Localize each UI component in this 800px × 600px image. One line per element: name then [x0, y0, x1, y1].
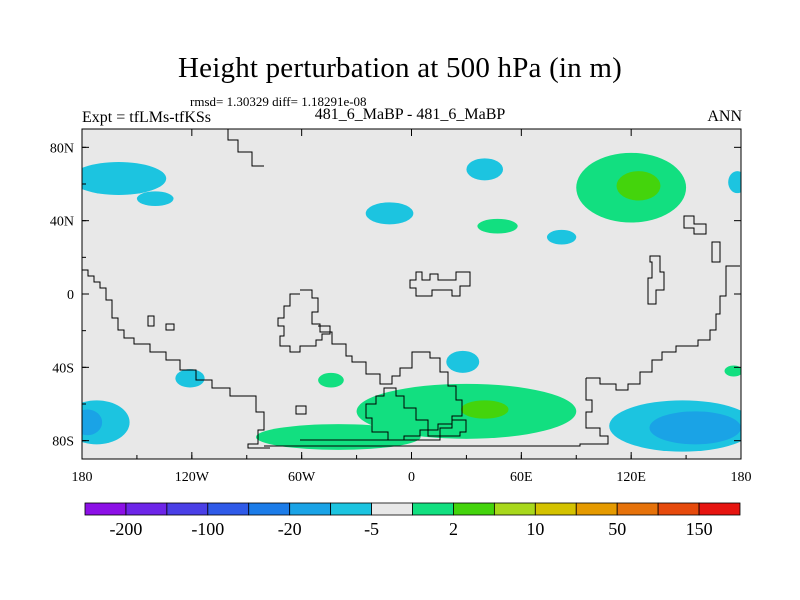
experiment-label: Expt = tfLMs-tfKSs: [82, 109, 212, 126]
x-tick-label: 120W: [175, 470, 210, 485]
contour-cyan-blob: [82, 162, 167, 195]
contour-blue-blob: [82, 409, 103, 436]
contour-green-blob: [477, 218, 518, 234]
coastline-europe-block: [277, 293, 331, 353]
y-tick-label: 0: [67, 288, 74, 303]
colorbar-swatch: [166, 502, 209, 516]
coastline-asia: [409, 271, 471, 297]
coastlines: [82, 129, 740, 449]
colorbar-swatch: [616, 502, 659, 516]
colorbar-swatch: [330, 502, 372, 516]
y-tick-label: 40S: [52, 361, 74, 376]
x-axis: 180 120W 60W 0 60E 120E 180: [72, 129, 752, 485]
y-tick-label: 80S: [52, 435, 74, 450]
coastline-greenland: [227, 129, 264, 167]
contour-green-blob: [318, 372, 344, 388]
colorbar-label: -200: [109, 519, 142, 539]
contour-cyan-blob: [175, 369, 205, 388]
colorbar-swatch: [125, 502, 168, 516]
colorbar-label: -100: [191, 519, 224, 539]
x-tick-label: 120E: [616, 470, 646, 485]
colorbar-swatch: [289, 502, 332, 516]
chart-title: Height perturbation at 500 hPa (in m): [178, 52, 622, 84]
y-axis: 80N 40N 0 40S 80S: [50, 141, 741, 450]
colorbar-swatch: [657, 502, 700, 516]
colorbar-swatch: [84, 502, 127, 516]
colorbar-swatch: [698, 502, 741, 516]
colorbar: -200 -100 -20 -5 2 10 50 150: [84, 502, 741, 539]
colorbar-swatch: [575, 502, 618, 516]
contour-deepgreen-blob: [616, 171, 661, 201]
contour-fills: [82, 152, 741, 452]
coastline-australia-south: [264, 378, 609, 447]
contour-cyan-blob: [136, 191, 174, 207]
colorbar-swatch: [207, 502, 250, 516]
contour-cyan-blob: [728, 171, 741, 194]
contour-cyan-blob: [546, 229, 577, 245]
stats-line: rmsd= 1.30329 diff= 1.18291e-08: [190, 94, 367, 109]
x-tick-label: 60E: [510, 470, 533, 485]
case-label: 481_6_MaBP - 481_6_MaBP: [314, 106, 506, 123]
colorbar-label: -5: [364, 519, 379, 539]
contour-green-blob: [724, 365, 741, 377]
y-tick-label: 80N: [50, 141, 74, 156]
contour-green-blob: [255, 424, 421, 450]
coastline-pacific-islands: [647, 215, 721, 305]
coastline-americas: [82, 269, 270, 449]
season-label: ANN: [707, 108, 742, 125]
colorbar-label: 50: [608, 519, 626, 539]
colorbar-label: 10: [526, 519, 544, 539]
colorbar-swatch: [493, 502, 536, 516]
x-tick-label: 180: [731, 470, 752, 485]
contour-cyan-blob: [466, 158, 504, 181]
x-tick-label: 0: [408, 470, 415, 485]
contour-cyan-blob: [446, 350, 480, 373]
contour-blue-blob: [649, 411, 741, 445]
x-tick-label: 60W: [288, 470, 316, 485]
coastline-australia: [586, 265, 740, 391]
x-tick-label: 180: [72, 470, 93, 485]
coastline-africa: [300, 289, 467, 441]
colorbar-label: -20: [278, 519, 302, 539]
colorbar-label: 150: [686, 519, 713, 539]
coastline-islands: [147, 315, 307, 415]
colorbar-label: 2: [449, 519, 458, 539]
colorbar-swatch: [371, 502, 413, 516]
colorbar-swatch: [534, 502, 577, 516]
colorbar-swatch: [453, 502, 495, 516]
y-tick-label: 40N: [50, 215, 74, 230]
contour-deepgreen-blob: [460, 400, 509, 419]
contour-cyan-blob: [365, 202, 414, 225]
colorbar-swatch: [412, 502, 454, 516]
colorbar-swatch: [248, 502, 291, 516]
